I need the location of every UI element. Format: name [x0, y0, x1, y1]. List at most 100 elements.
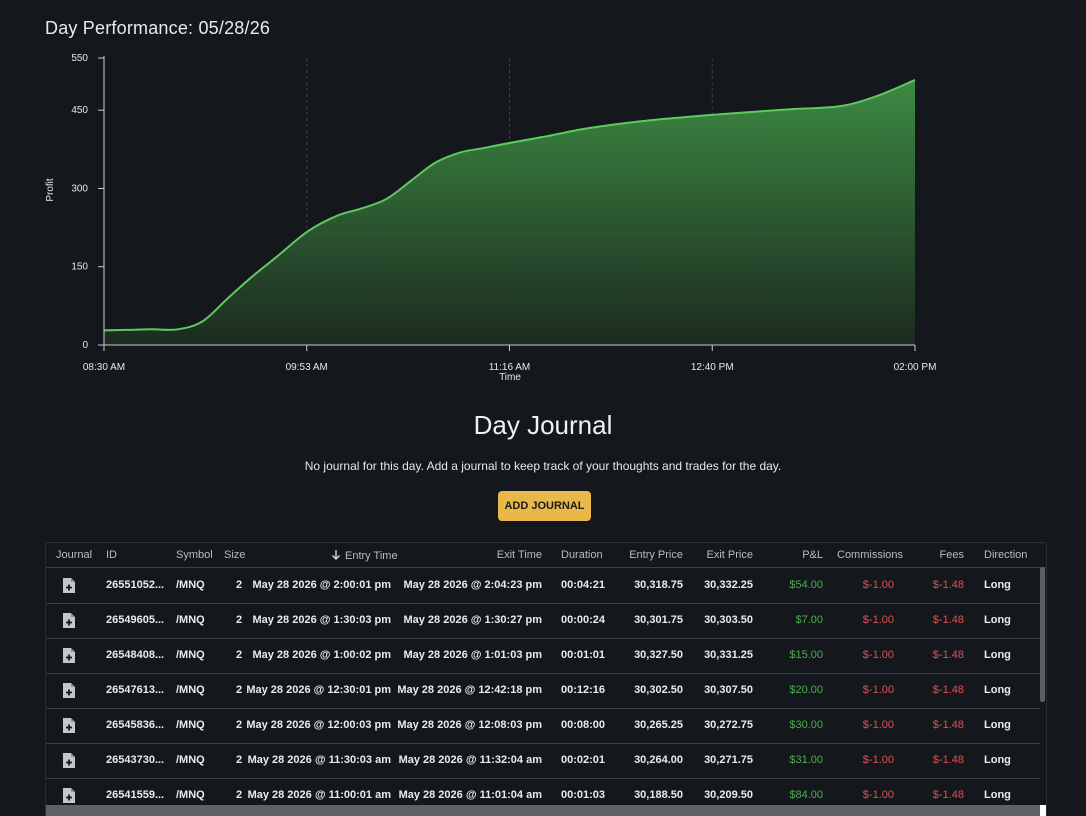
cell-duration: 00:12:16	[561, 684, 606, 696]
cell-pnl: $54.00	[789, 579, 823, 591]
cell-id: 26543730...	[106, 754, 165, 766]
cell-size: 2	[236, 754, 243, 766]
cell-pnl: $20.00	[789, 684, 823, 696]
col-entry-time[interactable]: Entry Time	[331, 549, 398, 562]
cell-symbol: /MNQ	[176, 614, 205, 626]
cell-entry-price: 30,318.75	[634, 579, 683, 591]
cell-duration: 00:08:00	[561, 719, 606, 731]
table-row[interactable]: 26548408... /MNQ 2 May 28 2026 @ 1:00:02 pm…	[46, 638, 1040, 674]
cell-exit-time: May 28 2026 @ 12:42:18 pm	[397, 684, 542, 696]
cell-direction: Long	[984, 719, 1011, 731]
col-symbol[interactable]: Symbol	[176, 549, 213, 561]
profit-area-chart: 0 150 300 450 550 08:30 AM 09:53 AM 11:16 AM 12…	[45, 53, 937, 383]
col-duration[interactable]: Duration	[561, 549, 603, 561]
cell-direction: Long	[984, 614, 1011, 626]
col-size[interactable]: Size	[224, 549, 246, 561]
table-row[interactable]: 26543730... /MNQ 2 May 28 2026 @ 11:30:03 a…	[46, 743, 1040, 779]
cell-id: 26547613...	[106, 684, 165, 696]
cell-size: 2	[236, 684, 243, 696]
col-commissions[interactable]: Commissions	[837, 549, 904, 561]
cell-fees: $-1.48	[932, 719, 964, 731]
col-id[interactable]: ID	[106, 549, 117, 561]
cell-direction: Long	[984, 684, 1011, 696]
col-fees[interactable]: Fees	[939, 549, 964, 561]
page-title: Day Performance: 05/28/26	[45, 18, 271, 38]
col-pnl[interactable]: P&L	[802, 549, 823, 561]
cell-size: 2	[236, 649, 243, 661]
x-tick-label: 12:40 PM	[691, 362, 734, 373]
cell-direction: Long	[984, 754, 1011, 766]
add-note-icon[interactable]	[62, 752, 76, 769]
cell-exit-time: May 28 2026 @ 1:30:27 pm	[403, 614, 542, 626]
scroll-corner	[1040, 805, 1046, 816]
y-tick-label: 300	[71, 183, 88, 194]
table-row[interactable]: 26549605... /MNQ 2 May 28 2026 @ 1:30:03 pm…	[46, 603, 1040, 639]
table-header: Journal ID Symbol Size Entry Time Exit T…	[46, 543, 1046, 568]
trades-table: Journal ID Symbol Size Entry Time Exit T…	[45, 542, 1047, 816]
x-tick-label: 02:00 PM	[894, 362, 937, 373]
cell-id: 26551052...	[106, 579, 165, 591]
cell-exit-time: May 28 2026 @ 2:04:23 pm	[403, 579, 542, 591]
x-axis-label: Time	[499, 372, 521, 383]
cell-size: 2	[236, 719, 243, 731]
cell-exit-price: 30,331.25	[704, 649, 753, 661]
table-row[interactable]: 26551052... /MNQ 2 May 28 2026 @ 2:00:01 pm…	[46, 568, 1040, 604]
col-exit-price[interactable]: Exit Price	[706, 549, 753, 561]
add-note-icon[interactable]	[62, 647, 76, 664]
cell-duration: 00:02:01	[561, 754, 606, 766]
y-tick-label: 150	[71, 262, 88, 273]
cell-duration: 00:00:24	[561, 614, 606, 626]
add-note-icon[interactable]	[62, 577, 76, 594]
table-row[interactable]: 26545836... /MNQ 2 May 28 2026 @ 12:00:03 p…	[46, 708, 1040, 744]
cell-pnl: $84.00	[789, 789, 823, 801]
y-tick-label: 550	[71, 53, 88, 64]
cell-symbol: /MNQ	[176, 719, 205, 731]
cell-symbol: /MNQ	[176, 649, 205, 661]
cell-fees: $-1.48	[932, 579, 964, 591]
add-journal-button[interactable]: ADD JOURNAL	[498, 491, 591, 521]
table-row[interactable]: 26541559... /MNQ 2 May 28 2026 @ 11:00:01 a…	[46, 778, 1040, 814]
add-note-icon[interactable]	[62, 612, 76, 629]
cell-duration: 00:01:01	[561, 649, 606, 661]
cell-commissions: $-1.00	[862, 684, 894, 696]
cell-size: 2	[236, 614, 243, 626]
cell-commissions: $-1.00	[862, 649, 894, 661]
cell-id: 26548408...	[106, 649, 165, 661]
cell-exit-price: 30,271.75	[704, 754, 753, 766]
cell-fees: $-1.48	[932, 614, 964, 626]
cell-commissions: $-1.00	[862, 789, 894, 801]
cell-commissions: $-1.00	[862, 614, 894, 626]
cell-entry-price: 30,264.00	[634, 754, 683, 766]
col-entry-price[interactable]: Entry Price	[629, 549, 683, 561]
cell-entry-time: May 28 2026 @ 11:00:01 am	[247, 789, 391, 801]
cell-duration: 00:01:03	[561, 789, 606, 801]
cell-direction: Long	[984, 649, 1011, 661]
add-note-icon[interactable]	[62, 682, 76, 699]
vertical-scrollbar[interactable]	[1040, 567, 1045, 702]
cell-entry-price: 30,302.50	[634, 684, 683, 696]
profit-line	[103, 78, 916, 332]
cell-direction: Long	[984, 579, 1011, 591]
cell-symbol: /MNQ	[176, 579, 205, 591]
journal-empty-message: No journal for this day. Add a journal t…	[304, 459, 782, 473]
arrow-down-icon	[332, 550, 340, 560]
cell-symbol: /MNQ	[176, 684, 205, 696]
cell-duration: 00:04:21	[561, 579, 606, 591]
cell-exit-time: May 28 2026 @ 1:01:03 pm	[403, 649, 542, 661]
cell-pnl: $30.00	[789, 719, 823, 731]
col-journal[interactable]: Journal	[56, 549, 93, 561]
horizontal-scrollbar[interactable]	[46, 805, 1040, 816]
table-row[interactable]: 26547613... /MNQ 2 May 28 2026 @ 12:30:01 p…	[46, 673, 1040, 709]
cell-entry-time: May 28 2026 @ 12:00:03 pm	[246, 719, 391, 731]
cell-size: 2	[236, 789, 243, 801]
add-note-icon[interactable]	[62, 787, 76, 804]
col-exit-time[interactable]: Exit Time	[496, 549, 542, 561]
add-note-icon[interactable]	[62, 717, 76, 734]
col-entry-time-label: Entry Time	[345, 550, 398, 562]
col-direction[interactable]: Direction	[984, 549, 1028, 561]
cell-fees: $-1.48	[932, 754, 964, 766]
cell-fees: $-1.48	[932, 789, 964, 801]
cell-pnl: $31.00	[789, 754, 823, 766]
cell-id: 26541559...	[106, 789, 165, 801]
cell-direction: Long	[984, 789, 1011, 801]
